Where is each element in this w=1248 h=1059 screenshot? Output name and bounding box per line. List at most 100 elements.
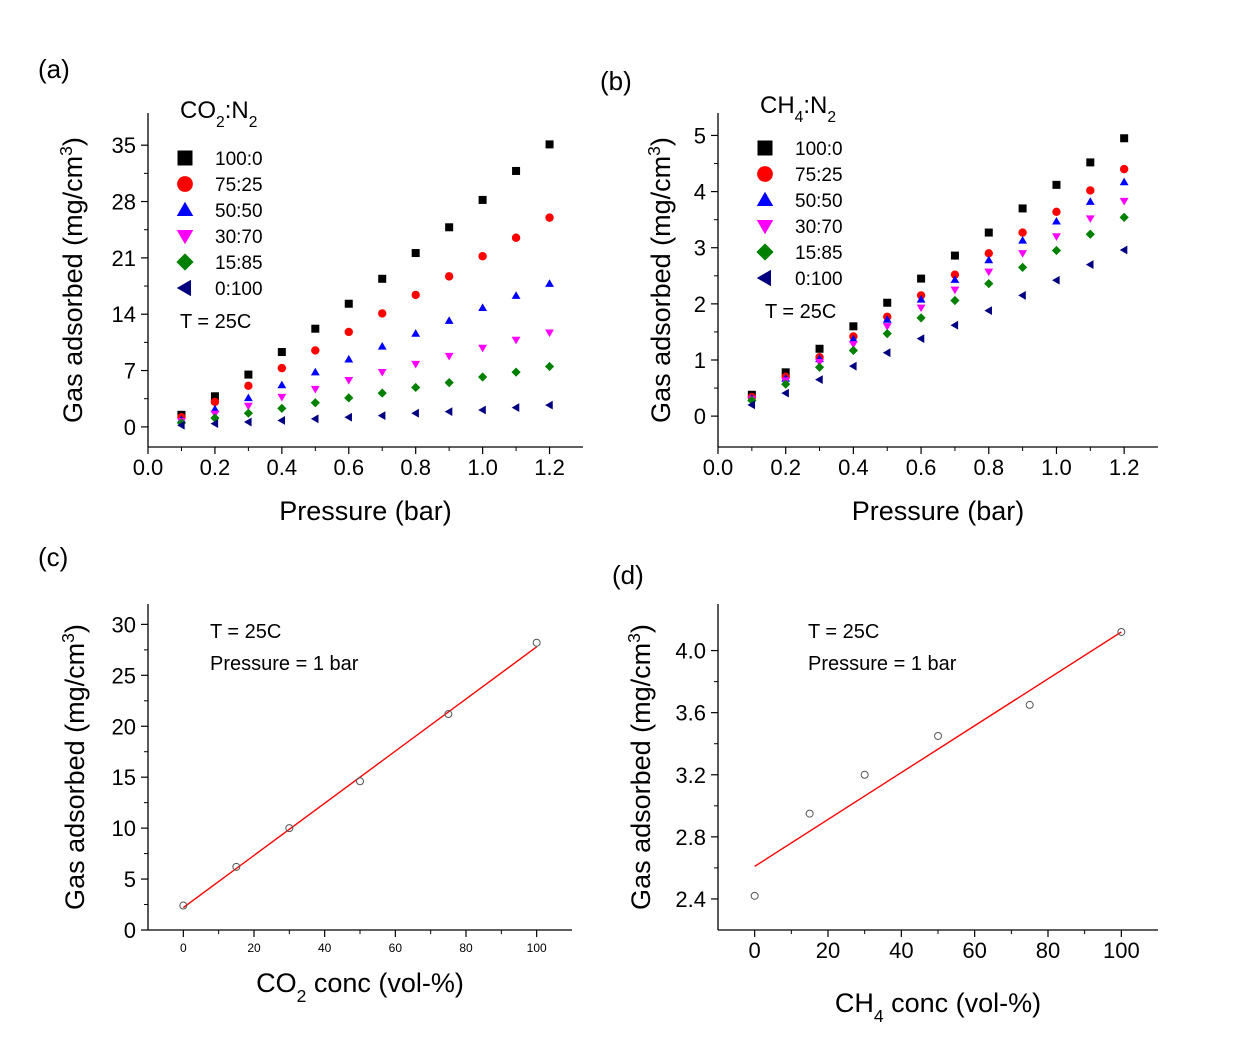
x-tick-label: 0 — [180, 941, 187, 955]
legend-label: 15:85 — [795, 243, 843, 264]
legend-label: 75:25 — [215, 175, 263, 196]
data-point — [1119, 164, 1129, 174]
data-point — [411, 408, 419, 418]
x-tick-label: 80 — [459, 941, 473, 955]
data-point — [310, 414, 319, 424]
data-point — [243, 393, 253, 402]
data-point — [478, 372, 488, 382]
data-point — [781, 379, 791, 389]
data-point — [243, 408, 253, 418]
annotation: T = 25C — [808, 621, 879, 643]
x-tick-label: 0.8 — [973, 455, 1004, 480]
legend-marker — [756, 269, 771, 287]
y-tick-label: 0 — [694, 404, 706, 429]
x-tick-label: 60 — [389, 941, 403, 955]
x-tick-label: 1.2 — [534, 455, 565, 480]
data-point — [815, 375, 823, 385]
data-point — [285, 824, 294, 833]
y-tick-label: 15 — [112, 765, 136, 790]
data-point — [545, 400, 553, 410]
data-point — [344, 412, 352, 422]
y-axis-title: Gas adsorbed (mg/cm3) — [644, 137, 676, 423]
data-point — [860, 770, 869, 779]
y-tick-label: 28 — [112, 190, 136, 215]
data-point — [232, 862, 241, 871]
data-point — [344, 377, 354, 385]
data-point — [344, 393, 354, 403]
data-point — [210, 397, 220, 407]
data-point — [411, 249, 420, 258]
data-point — [310, 385, 320, 394]
legend-marker — [176, 230, 194, 245]
y-tick-label: 5 — [694, 123, 706, 148]
y-tick-label: 1 — [694, 348, 706, 373]
data-point — [478, 195, 487, 204]
data-point — [1052, 233, 1061, 241]
legend-label: 75:25 — [795, 165, 843, 186]
x-axis-title: CH4 conc (vol-%) — [835, 988, 1041, 1026]
data-point — [1018, 250, 1028, 258]
legend-marker — [176, 279, 191, 297]
x-tick-label: 40 — [889, 938, 913, 963]
data-point — [916, 313, 926, 323]
data-point — [747, 400, 756, 410]
data-point — [1018, 228, 1027, 237]
chart-panel-4: (d) 0 20 40 60 80 100 2.4 2.8 3.2 3.6 4.0 Gas adsorb… — [612, 560, 1158, 1026]
legend-marker — [177, 150, 193, 166]
data-point — [478, 344, 488, 353]
x-axis-title: CO2 conc (vol-%) — [256, 968, 464, 1006]
legend-label: 0:100 — [795, 269, 843, 290]
data-point — [311, 346, 320, 355]
y-tick-label: 4 — [694, 180, 706, 205]
data-point — [478, 405, 486, 415]
data-point — [882, 329, 892, 339]
data-point — [917, 274, 926, 283]
data-point — [544, 361, 555, 372]
chart-panel-1: (a) 0.0 0.2 0.4 0.6 0.8 1.0 1.2 0 7 14 21 28 35 Gas ad… — [38, 54, 583, 526]
data-point — [277, 380, 287, 389]
x-tick-label: 0.4 — [267, 455, 298, 480]
y-axis-title: Gas adsorbed (mg/cm3) — [58, 624, 90, 910]
data-point — [1085, 197, 1095, 205]
y-tick-label: 4.0 — [675, 639, 706, 664]
x-tick-label: 1.0 — [1041, 455, 1072, 480]
data-point — [750, 891, 759, 900]
data-point — [1052, 207, 1061, 216]
data-point — [478, 303, 488, 311]
x-tick-label: 0.4 — [838, 455, 869, 480]
legend-marker — [756, 243, 774, 261]
data-point — [950, 270, 960, 279]
x-tick-label: 80 — [1036, 938, 1060, 963]
data-point — [1119, 197, 1129, 206]
data-point — [511, 233, 521, 242]
x-tick-label: 0.6 — [333, 455, 364, 480]
legend-title: CH4:N2 — [760, 92, 836, 126]
data-point — [1085, 215, 1095, 223]
chart-panel-3: (c) 0 20 40 60 80 100 0 5 10 15 20 25 30 Gas adsorbed … — [38, 542, 572, 1006]
data-point — [411, 290, 420, 300]
data-point — [444, 378, 454, 388]
x-tick-label: 0.2 — [200, 455, 231, 480]
x-axis-title: Pressure (bar) — [852, 496, 1025, 526]
data-point — [1086, 186, 1095, 195]
y-axis-title: Gas adsorbed (mg/cm3) — [56, 137, 88, 423]
data-point — [244, 370, 253, 379]
data-point — [1052, 216, 1061, 225]
data-point — [511, 367, 521, 377]
data-point — [1052, 275, 1060, 285]
data-point — [356, 777, 364, 786]
data-point — [1120, 134, 1129, 143]
legend-label: 30:70 — [795, 217, 843, 238]
data-point — [277, 348, 286, 357]
legend-label: 30:70 — [215, 227, 263, 248]
y-axis-title: Gas adsorbed (mg/cm3) — [624, 624, 656, 910]
legend-title: CO2:N2 — [180, 97, 257, 131]
annotation: Pressure = 1 bar — [210, 653, 359, 675]
data-point — [545, 279, 554, 287]
data-point — [512, 166, 521, 175]
y-tick-label: 3 — [694, 236, 706, 261]
data-point — [310, 367, 320, 376]
data-point — [545, 140, 554, 149]
legend-label: 15:85 — [215, 253, 263, 274]
legend-label: 50:50 — [215, 201, 263, 222]
